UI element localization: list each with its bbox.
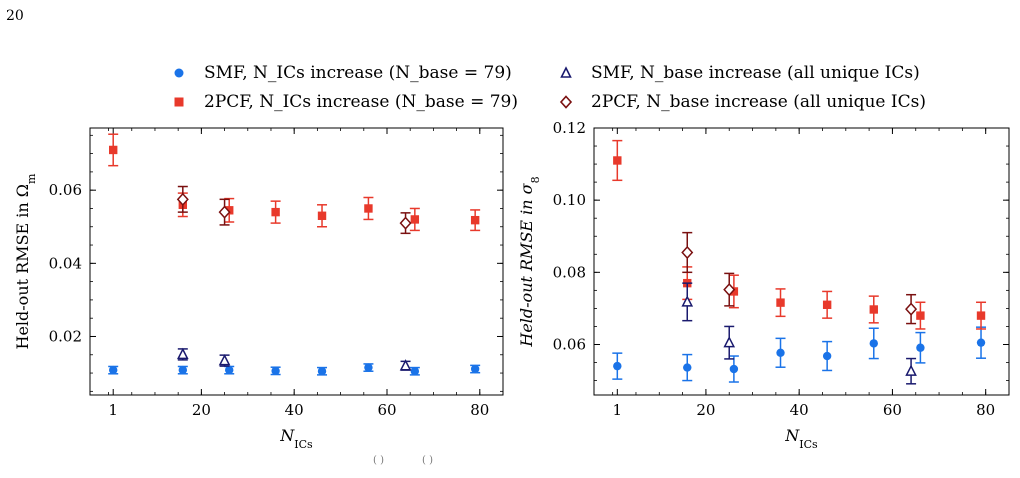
data-point-smf_ics xyxy=(613,361,622,371)
data-point-pcf_ics xyxy=(271,207,280,217)
y-tick-label: 0.12 xyxy=(553,119,586,137)
plot-frame xyxy=(593,127,1010,396)
data-point-smf_ics xyxy=(470,364,480,374)
y-axis-label: Held-out RMSE in σ8 xyxy=(517,176,542,347)
data-point-pcf_ics xyxy=(916,311,925,320)
data-point-pcf_base xyxy=(218,205,231,219)
legend-item-pcf-ics: 2PCF, N_ICs increase (N_base = 79) xyxy=(168,92,518,112)
data-point-smf_ics xyxy=(916,343,925,352)
data-point-pcf_base xyxy=(176,192,189,206)
y-axis-label: Held-out RMSE in Ωm xyxy=(13,173,38,350)
data-point-smf_ics xyxy=(364,363,373,372)
data-point-smf_base xyxy=(176,347,189,360)
data-point-pcf_ics xyxy=(822,300,832,309)
data-point-pcf_ics xyxy=(869,305,878,314)
x-tick-label: 80 xyxy=(470,401,489,419)
x-tick-label: 20 xyxy=(696,401,715,419)
chart-panel-left: 1 20 40 60 80 0.02 0.04 0.06 NICs Held-out RMSE i… xyxy=(13,127,504,451)
legend: SMF, N_ICs increase (N_base = 79) 2PCF, … xyxy=(0,0,1020,120)
x-tick-label: 60 xyxy=(883,401,902,419)
chart-panel-right: 1 20 40 60 80 0.06 0.08 0.10 0.12 NICs Held-out RM… xyxy=(517,119,1010,451)
y-tick-label: 0.10 xyxy=(553,191,586,209)
data-point-smf_ics xyxy=(271,366,280,376)
circle-marker-icon xyxy=(174,68,184,78)
data-point-smf_ics xyxy=(109,365,118,375)
legend-item-smf-base: SMF, N_base increase (all unique ICs) xyxy=(555,63,920,83)
legend-item-pcf-base: 2PCF, N_base increase (all unique ICs) xyxy=(555,92,926,112)
data-point-smf_ics xyxy=(225,365,234,375)
data-point-smf_ics xyxy=(776,348,785,357)
data-point-smf_ics xyxy=(976,338,986,347)
data-point-smf_base xyxy=(218,353,231,366)
data-point-pcf_ics xyxy=(729,287,739,296)
x-axis-label: NICs xyxy=(279,426,313,451)
data-point-smf_ics xyxy=(317,367,327,376)
data-point-pcf_base xyxy=(905,302,918,316)
data-point-smf_ics xyxy=(822,351,832,361)
y-tick-label: 0.04 xyxy=(49,254,82,272)
data-point-smf_base xyxy=(681,295,694,307)
data-point-smf_ics xyxy=(729,364,739,374)
y-tick-label: 0.08 xyxy=(553,263,586,281)
data-point-smf_ics xyxy=(683,363,692,372)
x-tick-label: 80 xyxy=(976,401,995,419)
legend-label: SMF, N_base increase (all unique ICs) xyxy=(591,63,920,83)
y-tick-label: 0.06 xyxy=(553,335,586,353)
stray-text: ( ) xyxy=(373,455,384,466)
y-tick-label: 0.06 xyxy=(49,181,82,199)
x-tick-label: 20 xyxy=(192,401,211,419)
data-point-pcf_base xyxy=(681,245,694,260)
x-axis-label: NICs xyxy=(784,426,818,451)
legend-label: 2PCF, N_ICs increase (N_base = 79) xyxy=(204,92,518,112)
data-point-pcf_base xyxy=(723,283,736,297)
diamond-marker-icon xyxy=(559,95,573,109)
data-point-pcf_ics xyxy=(364,204,373,213)
data-point-pcf_ics xyxy=(317,211,327,220)
data-point-smf_base xyxy=(905,364,917,376)
data-point-pcf_ics xyxy=(109,145,118,155)
data-point-smf_ics xyxy=(178,365,188,375)
x-tick-label: 60 xyxy=(377,401,396,419)
x-tick-label: 40 xyxy=(790,401,809,419)
data-point-smf_base xyxy=(399,359,412,371)
legend-label: 2PCF, N_base increase (all unique ICs) xyxy=(591,92,926,112)
plot-frame xyxy=(89,127,504,396)
stray-text: ( ) xyxy=(422,455,433,466)
legend-item-smf-ics: SMF, N_ICs increase (N_base = 79) xyxy=(168,63,512,83)
data-point-pcf_ics xyxy=(410,215,420,224)
legend-label: SMF, N_ICs increase (N_base = 79) xyxy=(204,63,512,83)
data-point-pcf_ics xyxy=(225,206,234,215)
data-point-smf_base xyxy=(723,336,736,348)
data-point-pcf_ics xyxy=(470,215,480,225)
square-marker-icon xyxy=(174,97,184,107)
y-tick-label: 0.02 xyxy=(49,327,82,345)
data-point-pcf_ics xyxy=(776,298,785,307)
triangle-marker-icon xyxy=(560,66,572,78)
data-point-pcf_ics xyxy=(613,156,622,165)
x-tick-label: 1 xyxy=(613,401,623,419)
data-point-pcf_ics xyxy=(976,311,986,320)
x-tick-label: 1 xyxy=(108,401,118,419)
data-point-pcf_base xyxy=(399,216,412,230)
data-point-smf_ics xyxy=(410,367,420,376)
page-number: 20 xyxy=(6,8,24,24)
data-point-smf_ics xyxy=(869,339,878,348)
x-tick-label: 40 xyxy=(285,401,304,419)
